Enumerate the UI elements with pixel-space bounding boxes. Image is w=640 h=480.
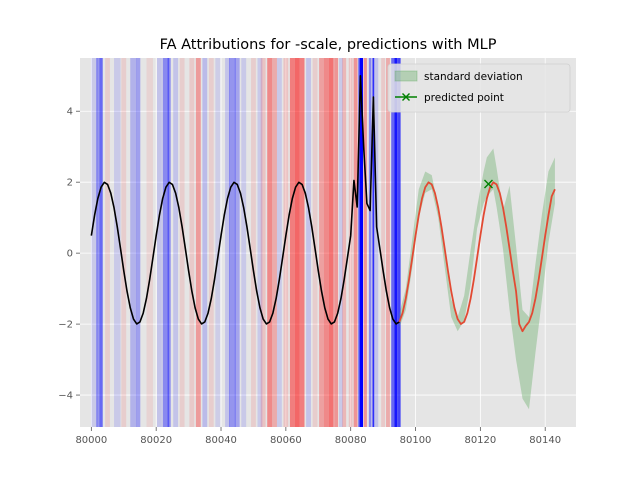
x-tick-label: 80020 xyxy=(140,435,172,446)
attribution-bands xyxy=(91,58,401,427)
attribution-band xyxy=(130,58,137,427)
attribution-band xyxy=(398,58,401,427)
attribution-band xyxy=(105,58,110,427)
attribution-band xyxy=(114,58,121,427)
attribution-band xyxy=(267,58,273,427)
attribution-band xyxy=(215,58,221,427)
attribution-band xyxy=(348,58,353,427)
attribution-band xyxy=(272,58,277,427)
std-band-layer xyxy=(399,148,555,410)
attribution-band xyxy=(381,58,386,427)
attribution-band xyxy=(234,58,240,427)
legend-box xyxy=(387,63,571,113)
legend-pred-swatch-marker xyxy=(402,93,410,101)
legend-label-std: standard deviation xyxy=(424,71,523,83)
x-tick-label: 80120 xyxy=(464,435,496,446)
attribution-band xyxy=(136,58,141,427)
attribution-band xyxy=(359,58,364,427)
y-tick-label: 2 xyxy=(67,178,73,189)
legend-std-swatch xyxy=(394,70,418,82)
attribution-band xyxy=(251,58,256,427)
attribution-band xyxy=(375,58,379,427)
legend: standard deviation predicted point xyxy=(387,63,571,113)
attribution-band xyxy=(353,58,358,427)
attribution-band xyxy=(358,58,360,427)
attribution-band xyxy=(289,58,295,427)
attribution-band xyxy=(208,58,214,427)
attribution-band xyxy=(162,58,170,427)
y-tick-label: −4 xyxy=(58,391,73,402)
x-tick-label: 80040 xyxy=(205,435,237,446)
attribution-band xyxy=(91,58,98,427)
x-tick-label: 80100 xyxy=(400,435,432,446)
attribution-band xyxy=(372,58,375,427)
attribution-band xyxy=(225,58,230,427)
attribution-band xyxy=(195,58,201,427)
y-tick-label: 4 xyxy=(67,107,73,118)
std-band xyxy=(399,148,555,410)
attribution-band xyxy=(257,58,263,427)
grid xyxy=(80,58,576,427)
series-layer xyxy=(90,74,556,333)
attribution-band xyxy=(96,58,103,427)
attribution-band xyxy=(306,58,311,427)
plot-background xyxy=(80,58,576,427)
y-tick-label: −2 xyxy=(58,320,73,331)
attribution-band xyxy=(363,58,367,427)
attribution-band xyxy=(339,58,343,427)
attribution-band xyxy=(312,58,318,427)
attribution-band xyxy=(156,58,162,427)
attribution-band xyxy=(342,58,347,427)
attribution-band xyxy=(394,58,398,427)
y-tick-label: 0 xyxy=(67,249,73,260)
x-tick-label: 80000 xyxy=(75,435,107,446)
attribution-band xyxy=(391,58,395,427)
attribution-band xyxy=(146,58,153,427)
x-tick-label: 80140 xyxy=(529,435,561,446)
x-tick-label: 80060 xyxy=(270,435,302,446)
attribution-band xyxy=(202,58,208,427)
attribution-band xyxy=(167,58,171,427)
legend-label-pred: predicted point xyxy=(424,92,504,104)
y-axis: −4 −2 0 2 4 xyxy=(58,107,80,402)
attribution-band xyxy=(173,58,179,427)
attribution-band xyxy=(334,58,339,427)
attribution-band xyxy=(121,58,127,427)
x-tick-label: 80080 xyxy=(335,435,367,446)
predicted-point-stroke xyxy=(483,179,493,189)
attribution-band xyxy=(294,58,300,427)
attribution-band xyxy=(99,58,103,427)
attribution-band xyxy=(241,58,247,427)
chart-title: FA Attributions for -scale, predictions … xyxy=(160,37,497,53)
attribution-band xyxy=(189,58,195,427)
attribution-band xyxy=(260,58,266,427)
input-series-line xyxy=(90,74,400,325)
attribution-band xyxy=(386,58,390,427)
attribution-band xyxy=(319,58,324,427)
predicted-point-marker xyxy=(483,179,493,189)
attribution-band xyxy=(323,58,329,427)
attribution-band xyxy=(229,58,236,427)
attribution-band xyxy=(283,58,289,427)
prediction-series-line xyxy=(398,181,556,333)
x-axis: 80000 80020 80040 80060 80080 80100 80120 80140 xyxy=(75,427,561,446)
attribution-band xyxy=(368,58,372,427)
attribution-band xyxy=(179,58,185,427)
attribution-band xyxy=(299,58,305,427)
attribution-band xyxy=(328,58,334,427)
attribution-band xyxy=(276,58,282,427)
